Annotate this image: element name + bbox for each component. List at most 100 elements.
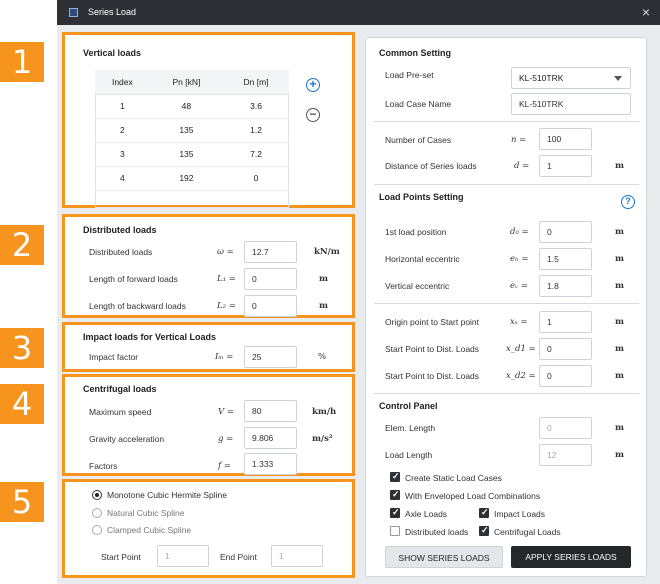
load-length-label: Load Length (385, 450, 433, 460)
axle-loads-checkbox[interactable] (390, 507, 400, 518)
start-dist-2-input[interactable]: 0 (539, 365, 592, 387)
start-dist-1-unit: m (615, 344, 624, 354)
first-load-position-label: 1st load position (385, 227, 447, 237)
vertical-eccentric-input[interactable]: 1.8 (539, 275, 592, 297)
impact-loads-label: Impact Loads (494, 509, 546, 519)
impact-loads-checkbox[interactable] (479, 507, 489, 518)
load-length-input[interactable]: 12 (539, 444, 592, 466)
start-dist-1-input[interactable]: 0 (539, 338, 592, 360)
show-series-loads-button[interactable]: SHOW SERIES LOADS (385, 546, 503, 568)
cell-pn[interactable]: 135 (149, 142, 224, 167)
impact-factor-input[interactable]: 25 (244, 346, 297, 368)
d-symbol: d = (514, 161, 530, 171)
table-row[interactable]: 3 135 7.2 (95, 142, 289, 167)
elem-length-label: Elem. Length (385, 423, 436, 433)
help-icon[interactable]: ? (621, 195, 635, 209)
section-badge-5: 5 (0, 482, 44, 522)
elem-length-input[interactable]: 0 (539, 417, 592, 439)
divider (374, 121, 639, 122)
n-symbol: n = (511, 135, 527, 145)
app-icon (69, 8, 78, 17)
distributed-loads-input[interactable]: 12.7 (244, 241, 297, 263)
load-length-unit: m (615, 450, 624, 460)
load-case-name-input[interactable]: KL-510TRK (511, 93, 631, 115)
enveloped-checkbox[interactable] (390, 489, 400, 500)
distributed-loads-checkbox[interactable] (390, 526, 400, 536)
first-load-position-input[interactable]: 0 (539, 221, 592, 243)
radio-natural-label: Natural Cubic Spline (107, 508, 185, 518)
section-badge-2: 2 (0, 225, 44, 265)
gravity-input[interactable]: 9.806 (244, 427, 297, 449)
spline-panel: Monotone Cubic Hermite Spline Natural Cu… (62, 479, 355, 578)
distributed-loads-unit: kN/m (314, 247, 340, 257)
end-point-input[interactable]: 1 (271, 545, 323, 567)
title-bar: Series Load × (57, 0, 660, 25)
load-preset-select[interactable]: KL-510TRK (511, 67, 631, 89)
backward-length-input[interactable]: 0 (244, 295, 297, 317)
maximum-speed-label: Maximum speed (89, 407, 152, 417)
table-row[interactable]: 4 192 0 (95, 166, 289, 191)
distributed-loads-label: Distributed loads (89, 247, 153, 257)
start-point-input[interactable]: 1 (157, 545, 209, 567)
horizontal-eccentric-unit: m (615, 254, 624, 264)
distributed-loads-heading: Distributed loads (83, 225, 157, 235)
d0-symbol: d₀ = (510, 227, 529, 237)
radio-monotone[interactable] (92, 490, 102, 500)
load-preset-label: Load Pre-set (385, 70, 434, 80)
common-setting-heading: Common Setting (379, 48, 451, 58)
horizontal-eccentric-label: Horizontal eccentric (385, 254, 460, 264)
ev-symbol: eᵥ = (510, 281, 529, 291)
radio-clamped[interactable] (92, 525, 102, 535)
maximum-speed-unit: km/h (312, 407, 337, 417)
column-header-pn: Pn [kN] (149, 70, 224, 95)
cell-dn[interactable]: 3.6 (223, 94, 289, 119)
remove-row-icon[interactable]: − (306, 108, 320, 122)
horizontal-eccentric-input[interactable]: 1.5 (539, 248, 592, 270)
divider (374, 393, 639, 394)
origin-start-input[interactable]: 1 (539, 311, 592, 333)
create-static-label: Create Static Load Cases (405, 473, 502, 483)
vertical-loads-table: Index Pn [kN] Dn [m] 1 48 3.6 2 135 1.2 … (95, 70, 289, 191)
cell-dn[interactable]: 0 (223, 166, 289, 191)
factors-input[interactable]: 1.333 (244, 453, 297, 475)
table-row[interactable]: 1 48 3.6 (95, 94, 289, 119)
forward-length-unit: m (319, 274, 328, 284)
vertical-loads-panel: Vertical loads Index Pn [kN] Dn [m] 1 48… (62, 32, 355, 208)
v-symbol: V = (218, 407, 234, 417)
divider (374, 303, 639, 304)
radio-natural[interactable] (92, 508, 102, 518)
number-of-cases-input[interactable]: 100 (539, 128, 592, 150)
omega-symbol: ω = (217, 247, 234, 257)
cell-pn[interactable]: 135 (149, 118, 224, 143)
centrifugal-loads-checkbox[interactable] (479, 525, 489, 536)
distance-series-input[interactable]: 1 (539, 155, 592, 177)
cell-dn[interactable]: 7.2 (223, 142, 289, 167)
close-icon[interactable]: × (641, 4, 650, 20)
section-badge-3: 3 (0, 328, 44, 368)
backward-length-unit: m (319, 301, 328, 311)
vertical-loads-heading: Vertical loads (83, 48, 142, 58)
im-symbol: Iₘ = (215, 352, 234, 362)
xs-symbol: xₛ = (510, 317, 528, 327)
apply-series-loads-button[interactable]: APPLY SERIES LOADS (511, 546, 631, 568)
factors-label: Factors (89, 461, 118, 471)
column-header-dn: Dn [m] (223, 70, 289, 95)
maximum-speed-input[interactable]: 80 (244, 400, 297, 422)
distributed-loads-panel: Distributed loads Distributed loads ω = … (62, 214, 355, 318)
window-title: Series Load (88, 7, 137, 17)
gravity-label: Gravity acceleration (89, 434, 165, 444)
forward-length-input[interactable]: 0 (244, 268, 297, 290)
cell-dn[interactable]: 1.2 (223, 118, 289, 143)
load-preset-value: KL-510TRK (519, 73, 564, 83)
origin-start-unit: m (615, 317, 624, 327)
axle-loads-label: Axle Loads (405, 509, 448, 519)
add-row-icon[interactable]: + (306, 78, 320, 92)
cell-pn[interactable]: 192 (149, 166, 224, 191)
vertical-eccentric-label: Vertical eccentric (385, 281, 450, 291)
start-dist-1-label: Start Point to Dist. Loads (385, 344, 480, 354)
l2-symbol: L₂ = (217, 301, 236, 311)
create-static-checkbox[interactable] (390, 471, 400, 482)
number-of-cases-label: Number of Cases (385, 135, 452, 145)
cell-pn[interactable]: 48 (149, 94, 224, 119)
table-row[interactable]: 2 135 1.2 (95, 118, 289, 143)
